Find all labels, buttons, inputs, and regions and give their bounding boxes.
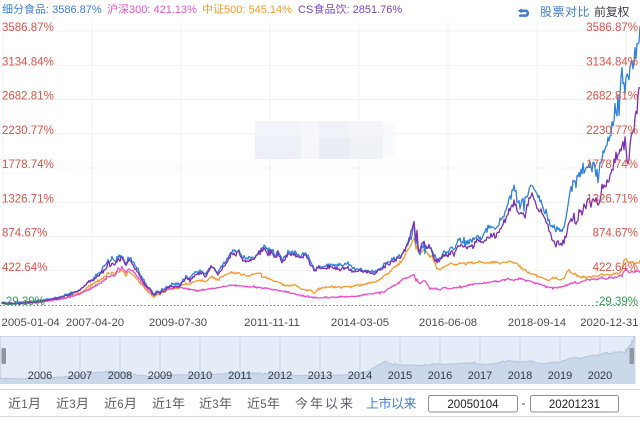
svg-text:2682.81%: 2682.81%: [2, 91, 54, 103]
svg-text:1: 1: [21, 399, 27, 411]
svg-text:2009: 2009: [148, 370, 172, 382]
svg-text:3134.84%: 3134.84%: [2, 56, 54, 68]
svg-text:874.67%: 874.67%: [2, 228, 47, 240]
svg-text:2014-03-05: 2014-03-05: [331, 317, 389, 329]
svg-text:2010: 2010: [188, 370, 212, 382]
svg-text:2018: 2018: [508, 370, 532, 382]
svg-text:2016: 2016: [428, 370, 452, 382]
svg-text:2015: 2015: [388, 370, 412, 382]
svg-text:500: 545.14%: 500: 545.14%: [224, 4, 292, 16]
svg-text:-29.39%: -29.39%: [2, 296, 45, 308]
svg-text:874.67%: 874.67%: [593, 228, 638, 240]
svg-text:-29.39%: -29.39%: [595, 296, 638, 308]
svg-text:1778.74%: 1778.74%: [2, 159, 54, 171]
svg-text:2007: 2007: [68, 370, 92, 382]
svg-text:2020: 2020: [588, 370, 612, 382]
svg-text:: 2851.76%: : 2851.76%: [347, 4, 403, 16]
svg-text:422.64%: 422.64%: [593, 262, 638, 274]
svg-text:20050104: 20050104: [447, 399, 499, 411]
svg-text:3586.87%: 3586.87%: [586, 22, 638, 34]
svg-text:2682.81%: 2682.81%: [586, 91, 638, 103]
svg-text:2006: 2006: [28, 370, 52, 382]
svg-text:6: 6: [117, 399, 123, 411]
svg-text:2018-09-14: 2018-09-14: [508, 317, 566, 329]
svg-text:2017: 2017: [468, 370, 492, 382]
svg-text:2011: 2011: [228, 370, 252, 382]
svg-text:2019: 2019: [548, 370, 572, 382]
svg-text:2013: 2013: [308, 370, 332, 382]
svg-text:2009-07-30: 2009-07-30: [149, 317, 207, 329]
svg-text:2007-04-20: 2007-04-20: [66, 317, 124, 329]
svg-text:2230.77%: 2230.77%: [586, 125, 638, 137]
svg-text:3: 3: [69, 399, 75, 411]
svg-text:2008: 2008: [108, 370, 132, 382]
svg-text:1326.71%: 1326.71%: [2, 193, 54, 205]
svg-text:CS: CS: [298, 4, 313, 16]
svg-text:3: 3: [212, 399, 218, 411]
svg-text:2020-12-31: 2020-12-31: [580, 317, 638, 329]
svg-text:2016-06-08: 2016-06-08: [419, 317, 477, 329]
svg-text:2011-11-11: 2011-11-11: [244, 317, 300, 329]
svg-text:2012: 2012: [268, 370, 292, 382]
svg-text:2014: 2014: [348, 370, 372, 382]
svg-text:1326.71%: 1326.71%: [586, 193, 638, 205]
svg-text:1: 1: [165, 399, 171, 411]
svg-text:1778.74%: 1778.74%: [586, 159, 638, 171]
svg-text:: 3586.87%: : 3586.87%: [46, 4, 102, 16]
svg-text:2005-01-04: 2005-01-04: [2, 317, 60, 329]
svg-text:-: -: [522, 398, 526, 410]
svg-text:300: 421.13%: 300: 421.13%: [129, 4, 197, 16]
svg-text:3586.87%: 3586.87%: [2, 22, 54, 34]
svg-text:5: 5: [260, 399, 266, 411]
svg-text:20201231: 20201231: [549, 399, 600, 411]
svg-text:3134.84%: 3134.84%: [586, 56, 638, 68]
svg-text:2230.77%: 2230.77%: [2, 125, 54, 137]
svg-text:422.64%: 422.64%: [2, 262, 47, 274]
